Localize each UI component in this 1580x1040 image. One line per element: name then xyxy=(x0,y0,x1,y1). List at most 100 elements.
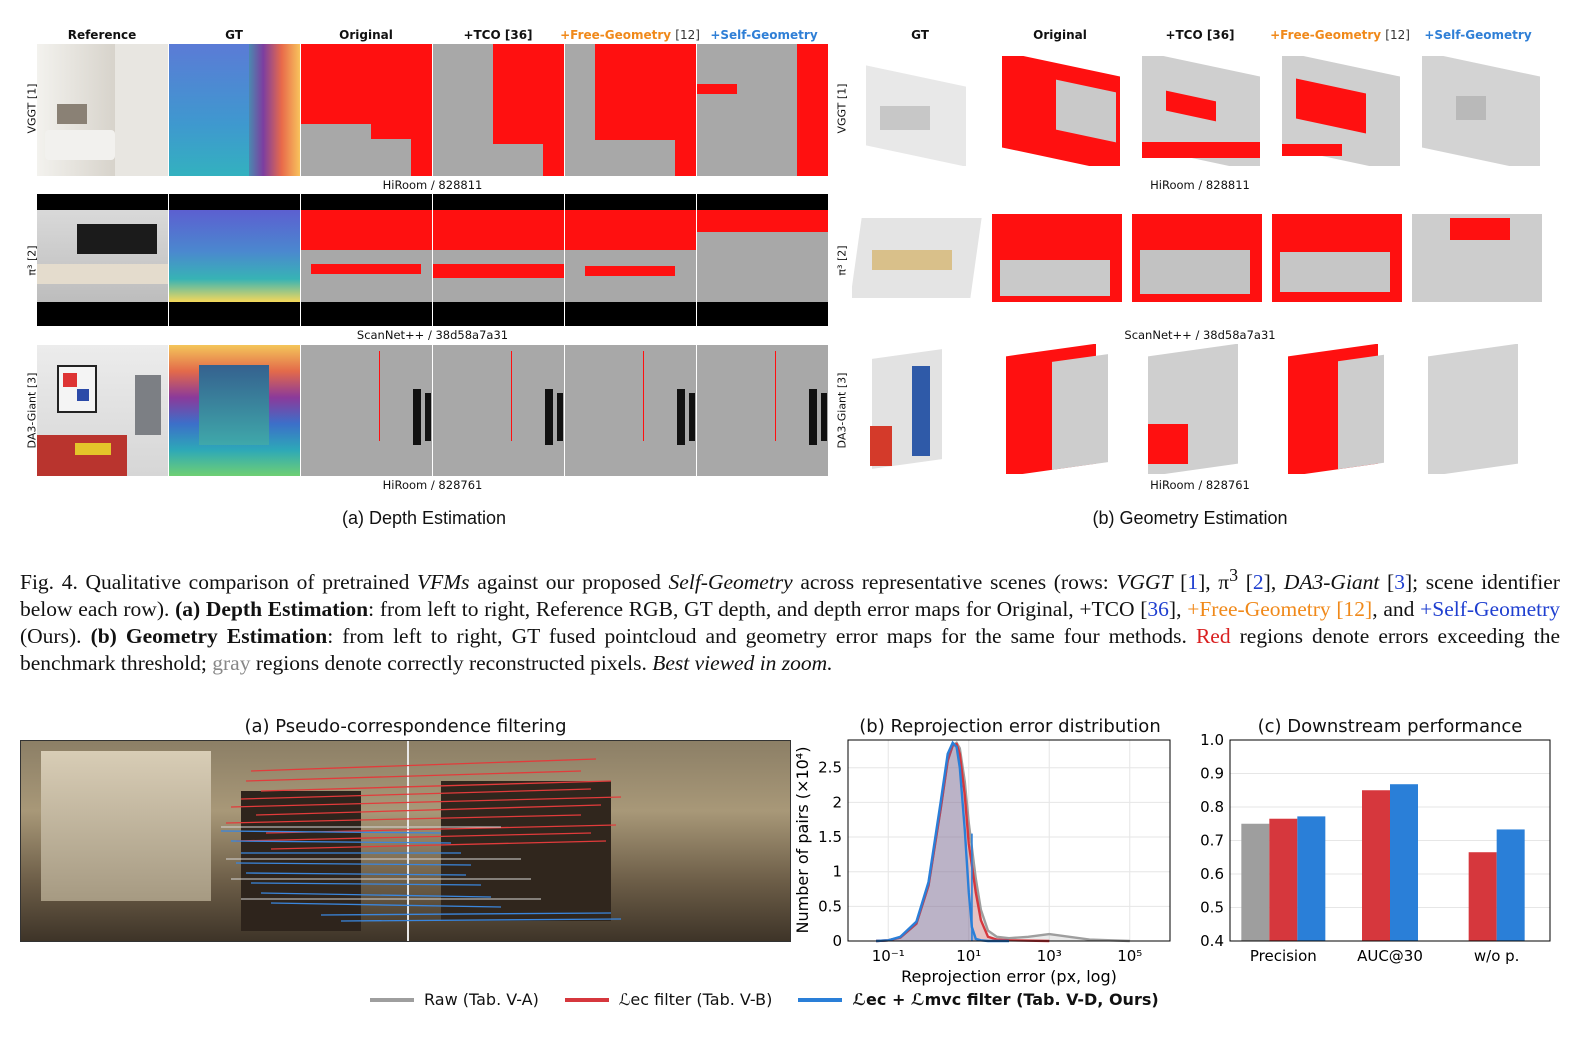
legend-swatch-ours xyxy=(798,997,843,1002)
reprojection-line-1 xyxy=(876,742,1050,943)
geom-r2-free-geometry-error xyxy=(1270,210,1406,306)
geom-header-free-geometry: +Free-Geometry [12] xyxy=(1270,28,1410,42)
depth-r2-reference-image xyxy=(37,194,168,326)
reprojection-line-0 xyxy=(876,741,1130,943)
depth-r1-original-error xyxy=(301,44,432,176)
geom-row-label-da3: DA3-Giant [3] xyxy=(835,372,849,449)
reprojection-y-axis-label: Number of pairs (×10⁴) xyxy=(793,747,812,934)
downstream-bar-2-1 xyxy=(1468,852,1497,941)
reprojection-y-tick: 1 xyxy=(832,863,842,881)
depth-r1-free-geometry-error xyxy=(565,44,696,176)
geom-r2-tco-error xyxy=(1130,210,1266,306)
correspondence-image-pair xyxy=(20,740,791,942)
geom-r1-original-error xyxy=(996,56,1126,166)
reprojection-area-1 xyxy=(876,744,1050,941)
depth-r3-scene-id: HiRoom / 828761 xyxy=(382,478,483,492)
legend-label-raw: Raw (Tab. V-A) xyxy=(424,990,539,1009)
geom-r1-free-geometry-error xyxy=(1276,56,1406,166)
downstream-bar-0-1 xyxy=(1269,818,1298,941)
downstream-plot-frame xyxy=(1229,739,1551,942)
reprojection-x-tick: 10³ xyxy=(1037,947,1062,965)
downstream-x-tick: Precision xyxy=(1250,947,1317,965)
legend-label-ours: ℒec + ℒmvc filter (Tab. V-D, Ours) xyxy=(852,990,1159,1009)
geom-r2-scene-id: ScanNet++ / 38d58a7a31 xyxy=(1124,328,1276,342)
depth-r3-reference-image xyxy=(37,345,168,476)
legend-item-ours: ℒec + ℒmvc filter (Tab. V-D, Ours) xyxy=(798,990,1159,1009)
depth-header-original: Original xyxy=(339,28,393,42)
depth-r3-self-geometry-error xyxy=(697,345,828,476)
geom-r2-self-geometry-error xyxy=(1410,210,1546,306)
geom-r3-self-geometry-error xyxy=(1418,344,1548,474)
downstream-y-tick: 0.4 xyxy=(1200,932,1224,950)
depth-r1-tco-error xyxy=(433,44,564,176)
geom-row-label-pi3: π³ [2] xyxy=(835,245,849,276)
downstream-bar-1-1 xyxy=(1362,790,1390,941)
reprojection-x-tick: 10¹ xyxy=(956,947,981,965)
reprojection-plot-frame xyxy=(847,739,1171,942)
legend-label-ec-filter: ℒec filter (Tab. V-B) xyxy=(618,990,773,1009)
downstream-y-tick: 0.6 xyxy=(1200,865,1224,883)
reprojection-title: (b) Reprojection error distribution xyxy=(859,716,1161,737)
geom-r3-tco-error xyxy=(1138,344,1278,474)
geom-row-label-vggt: VGGT [1] xyxy=(835,83,849,134)
downstream-x-tick: AUC@30 xyxy=(1357,947,1423,965)
downstream-y-tick: 0.7 xyxy=(1200,832,1224,850)
depth-r1-scene-id: HiRoom / 828811 xyxy=(382,178,483,192)
geom-r3-free-geometry-error xyxy=(1278,344,1418,474)
downstream-y-tick: 0.5 xyxy=(1200,899,1224,917)
geom-r3-gt-pointcloud xyxy=(862,346,972,474)
downstream-bar-2-2 xyxy=(1496,829,1525,941)
correspondence-lines xyxy=(220,758,622,922)
reprojection-y-tick: 0 xyxy=(832,932,842,950)
legend-swatch-raw xyxy=(370,997,414,1002)
reprojection-area-0 xyxy=(876,742,1130,941)
legend-swatch-ec-filter xyxy=(564,997,609,1002)
depth-r2-tco-error xyxy=(433,194,564,326)
depth-r3-free-geometry-error xyxy=(565,345,696,476)
geom-r1-gt-pointcloud xyxy=(860,56,980,166)
downstream-y-tick: 0.8 xyxy=(1200,798,1224,816)
reprojection-error-chart: 0 0.5 1 1.5 2 2.5 10⁻¹ 10¹ 10³ 10⁵ Reprojection … xyxy=(793,739,1171,986)
depth-r2-original-error xyxy=(301,194,432,326)
depth-r3-gt-depth xyxy=(169,345,300,476)
depth-r3-original-error xyxy=(301,345,432,476)
depth-r2-self-geometry-error xyxy=(697,194,828,326)
geom-header-gt: GT xyxy=(911,28,929,42)
depth-r1-gt-depth xyxy=(169,44,300,176)
downstream-y-tick: 0.9 xyxy=(1200,765,1224,783)
depth-r1-self-geometry-error xyxy=(697,44,828,176)
downstream-bar-0-0 xyxy=(1241,823,1270,941)
downstream-y-tick: 1.0 xyxy=(1200,731,1224,749)
geom-r1-self-geometry-error xyxy=(1416,56,1546,166)
depth-r2-gt-depth xyxy=(169,194,300,326)
reprojection-x-tick: 10⁵ xyxy=(1117,947,1142,965)
depth-header-self-geometry: +Self-Geometry xyxy=(710,28,818,42)
geom-header-tco: +TCO [36] xyxy=(1165,28,1235,42)
figure-4-caption: Fig. 4. Qualitative comparison of pretra… xyxy=(20,565,1561,676)
downstream-title: (c) Downstream performance xyxy=(1257,716,1523,737)
geom-header-self-geometry: +Self-Geometry xyxy=(1424,28,1532,42)
chart-legend: Raw (Tab. V-A) ℒec filter (Tab. V-B) ℒec… xyxy=(370,990,1185,1009)
geom-header-original: Original xyxy=(1033,28,1087,42)
downstream-bar-1-2 xyxy=(1390,784,1418,941)
downstream-bar-0-2 xyxy=(1297,816,1326,941)
depth-header-reference: Reference xyxy=(67,28,137,42)
geom-r1-scene-id: HiRoom / 828811 xyxy=(1150,178,1250,192)
geom-r3-scene-id: HiRoom / 828761 xyxy=(1150,478,1250,492)
geom-r3-original-error xyxy=(996,344,1136,474)
depth-r1-reference-image xyxy=(37,44,168,176)
reprojection-y-tick: 2.5 xyxy=(818,759,842,777)
depth-panel-caption: (a) Depth Estimation xyxy=(341,508,507,528)
depth-r3-tco-error xyxy=(433,345,564,476)
legend-item-ec-filter: ℒec filter (Tab. V-B) xyxy=(564,990,773,1009)
reprojection-y-tick: 2 xyxy=(832,793,842,811)
downstream-performance-chart: 0.4 0.5 0.6 0.7 0.8 0.9 1.0 Precision AUC@30 w/o… xyxy=(1200,731,1551,965)
geometry-panel-caption: (b) Geometry Estimation xyxy=(1092,508,1288,528)
geom-r2-original-error xyxy=(990,210,1126,306)
depth-header-free-geometry: +Free-Geometry [12] xyxy=(560,28,700,42)
reprojection-y-tick: 1.5 xyxy=(818,828,842,846)
reprojection-y-tick: 0.5 xyxy=(818,897,842,915)
depth-r2-free-geometry-error xyxy=(565,194,696,326)
reprojection-x-axis-label: Reprojection error (px, log) xyxy=(901,967,1117,986)
depth-header-gt: GT xyxy=(225,28,243,42)
